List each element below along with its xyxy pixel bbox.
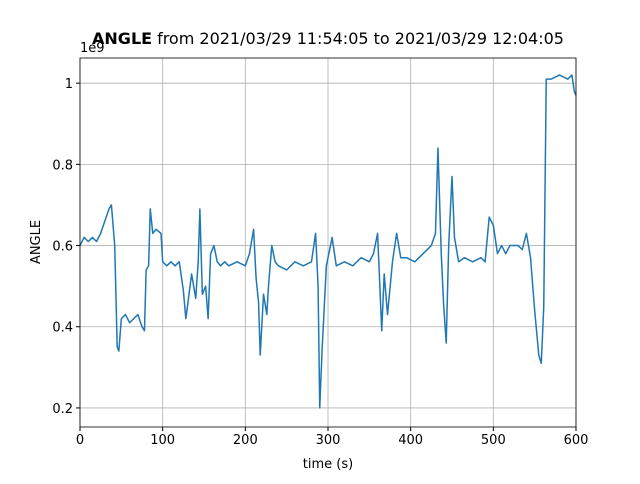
plot-frame (79, 57, 577, 428)
y-tick-label: 1 (65, 77, 73, 92)
y-tick-label: 0.8 (52, 158, 73, 173)
y-axis-label: ANGLE (29, 220, 44, 264)
x-tick-label: 400 (398, 433, 423, 448)
data-line (79, 74, 577, 409)
y-tick-label: 0.4 (52, 321, 73, 336)
x-tick-label: 100 (150, 433, 175, 448)
x-tick-label: 200 (233, 433, 258, 448)
x-tick-label: 0 (76, 433, 84, 448)
offset-text: 1e9 (80, 41, 105, 56)
x-tick-label: 500 (481, 433, 506, 448)
x-axis-label: time (s) (303, 457, 353, 472)
x-tick-label: 600 (564, 433, 589, 448)
x-tick-label: 300 (316, 433, 341, 448)
chart-subtitle: from 2021/03/29 11:54:05 to 2021/03/29 1… (157, 29, 564, 48)
y-tick-label: 0.2 (52, 402, 73, 417)
y-tick-label: 0.6 (52, 240, 73, 255)
chart-title: ANGLE (92, 29, 152, 48)
